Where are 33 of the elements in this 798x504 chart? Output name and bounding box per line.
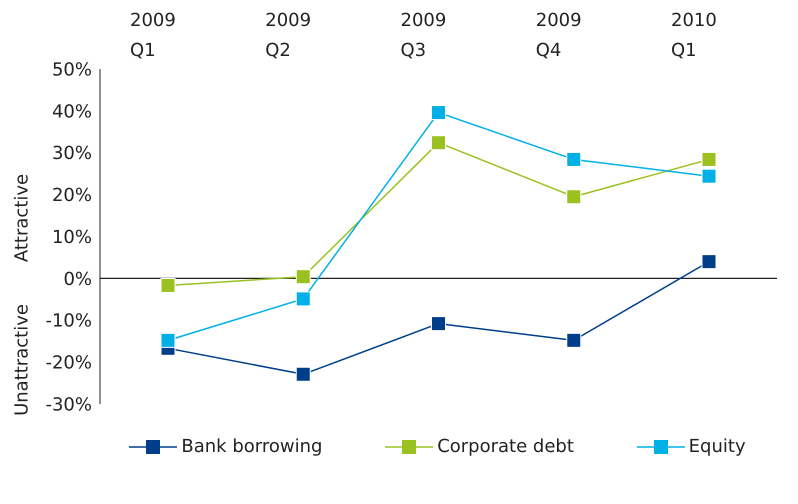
x-tick-label: 2009 Q1 xyxy=(130,10,176,61)
y-tick-label: -10% xyxy=(45,310,92,332)
point xyxy=(296,269,311,284)
point xyxy=(431,105,446,120)
y-tick-label: 50% xyxy=(52,59,92,80)
x-tick-label: 2009 Q4 xyxy=(536,10,582,61)
x-tick-label: 2009 Q3 xyxy=(400,10,446,61)
point xyxy=(702,254,716,270)
y-tick-label: 40% xyxy=(52,101,92,122)
legend-label: Corporate debt xyxy=(437,436,574,457)
y-tick-label: 0% xyxy=(63,268,92,290)
x-tick-label: 2009 Q2 xyxy=(265,10,312,61)
point xyxy=(160,278,176,293)
text: Attractive xyxy=(12,174,32,262)
point xyxy=(566,152,582,167)
text: Unattractive xyxy=(12,304,32,416)
point xyxy=(566,332,582,348)
y-tick-label: 10% xyxy=(52,226,92,248)
y-tick-label: 20% xyxy=(52,185,92,206)
point xyxy=(431,135,446,150)
y-tick-label: -30% xyxy=(45,394,92,416)
x-tick-label: 2010 Q1 xyxy=(671,10,717,61)
point xyxy=(702,152,716,167)
point xyxy=(296,291,311,306)
y-tick-label: 30% xyxy=(52,143,92,164)
point xyxy=(296,366,311,382)
point xyxy=(160,332,176,348)
point xyxy=(702,168,716,184)
y-tick-label: -20% xyxy=(45,352,92,374)
point xyxy=(566,189,582,204)
legend-label: Equity xyxy=(688,436,746,457)
legend-label: Bank borrowing xyxy=(181,436,322,457)
point xyxy=(431,316,446,332)
